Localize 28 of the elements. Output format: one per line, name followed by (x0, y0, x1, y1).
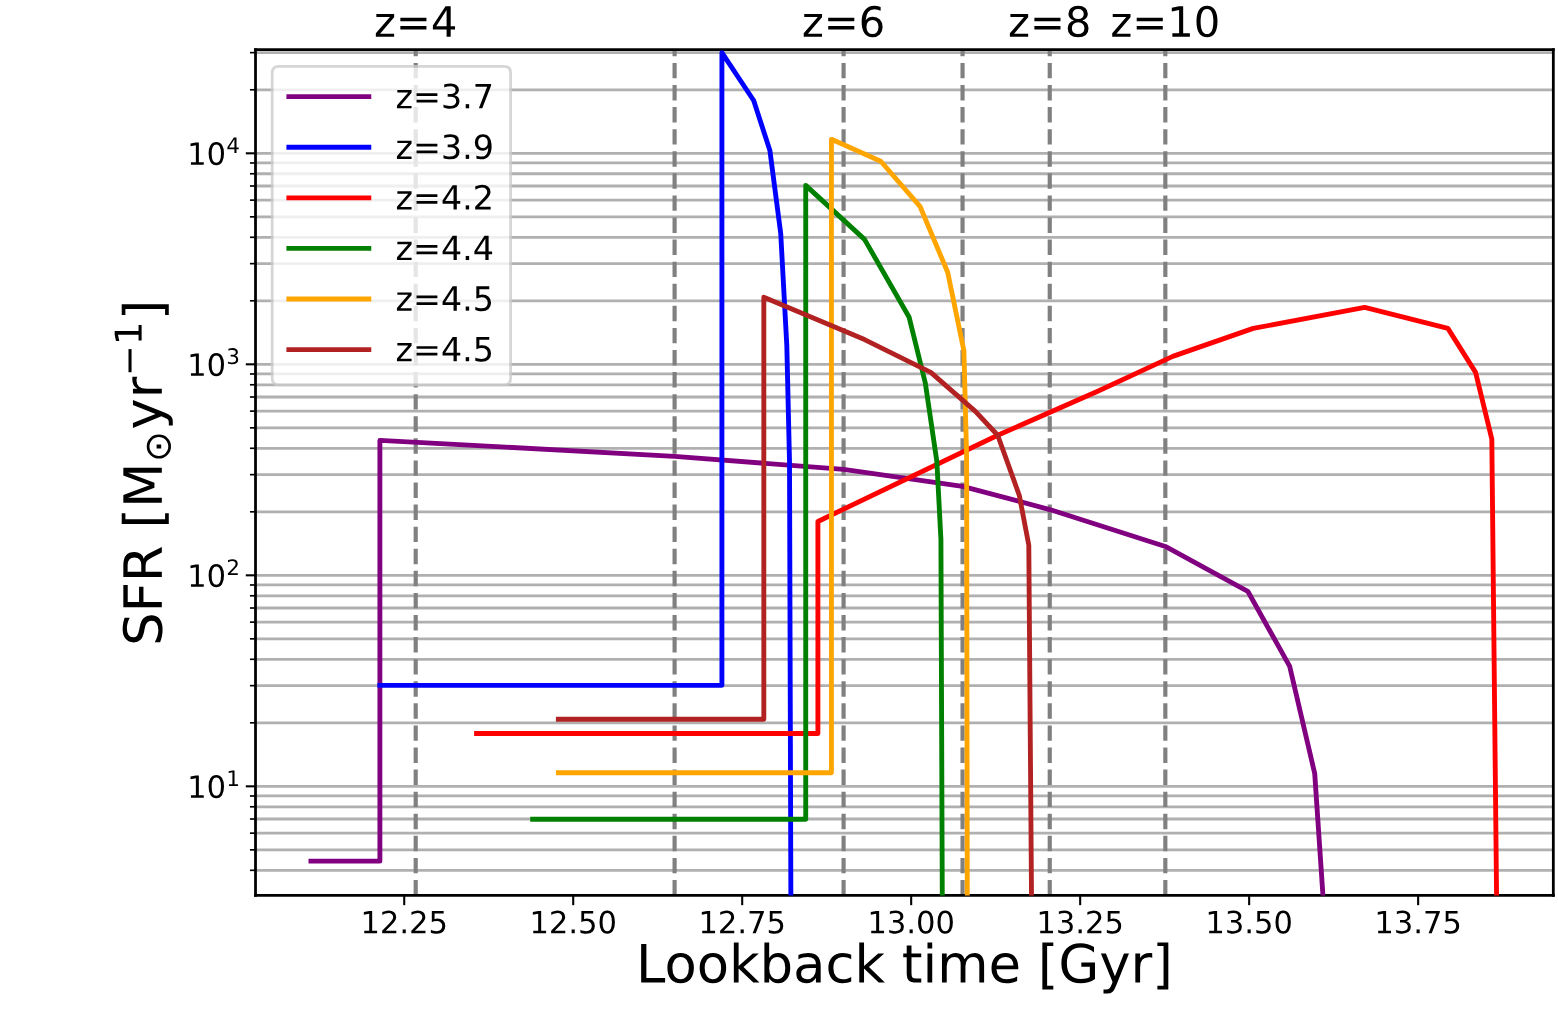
legend-label: z=4.5 (396, 336, 492, 362)
text: z=10 (1112, 5, 1218, 38)
text: z=8 (1009, 5, 1089, 38)
legend-label: z=3.7 (396, 83, 492, 109)
line-series (377, 50, 794, 896)
legend-label: z=4.5 (396, 286, 492, 312)
y-tick-label: 10$^{1}$ (190, 770, 238, 799)
line-series (530, 182, 945, 896)
x-tick-label: 12.50 (532, 910, 615, 934)
x-axis-title: Lookback time [Gyr] (641, 942, 1169, 994)
text: z=4 (375, 6, 456, 37)
y-tick-label: 10$^{2}$ (190, 559, 238, 588)
x-tick-label: 13.50 (1208, 910, 1291, 934)
legend-label: z=3.9 (396, 134, 492, 160)
y-tick-label: 10$^{3}$ (190, 348, 239, 377)
legend-label: z=4.2 (396, 184, 491, 210)
x-tick-label: 13.25 (1039, 910, 1122, 934)
line-series (555, 136, 970, 896)
x-tick-label: 13.75 (1377, 910, 1460, 934)
y-axis-title: SFR [M$_{⊙}$yr$^{−1}$] (114, 304, 173, 643)
x-tick-label: 12.25 (363, 910, 446, 934)
x-tick-label: 12.75 (701, 910, 784, 934)
line-series (555, 294, 1034, 896)
text: z=6 (803, 5, 883, 38)
line-series (308, 437, 1326, 896)
y-tick-label: 10$^{4}$ (190, 137, 239, 166)
legend-label: z=4.4 (396, 235, 493, 261)
x-tick-label: 13.00 (870, 910, 953, 934)
